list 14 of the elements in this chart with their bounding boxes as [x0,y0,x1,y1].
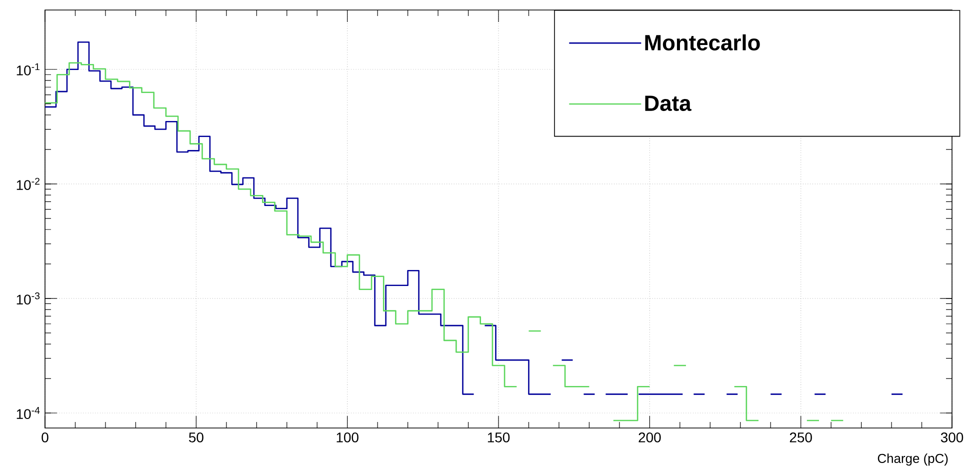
x-tick-label: 100 [336,432,358,442]
x-tick-label: 150 [488,432,510,442]
y-tick-label: 10$^{-2}$ [16,178,40,190]
y-tick-label: 10$^{-3}$ [16,292,40,305]
x-tick-label: 200 [638,432,661,442]
legend-label: Data [645,96,692,112]
x-axis-title: Charge (pC) [878,454,948,466]
y-tick-label: 10$^{-4}$ [16,406,40,420]
legend-label: Montecarlo [645,34,760,50]
x-tick-label: 250 [790,432,812,442]
x-tick-label: 50 [188,432,204,442]
x-tick-label: 0 [42,432,48,442]
x-tick-label: 300 [940,432,964,442]
y-tick-label: 10$^{-1}$ [16,63,40,76]
